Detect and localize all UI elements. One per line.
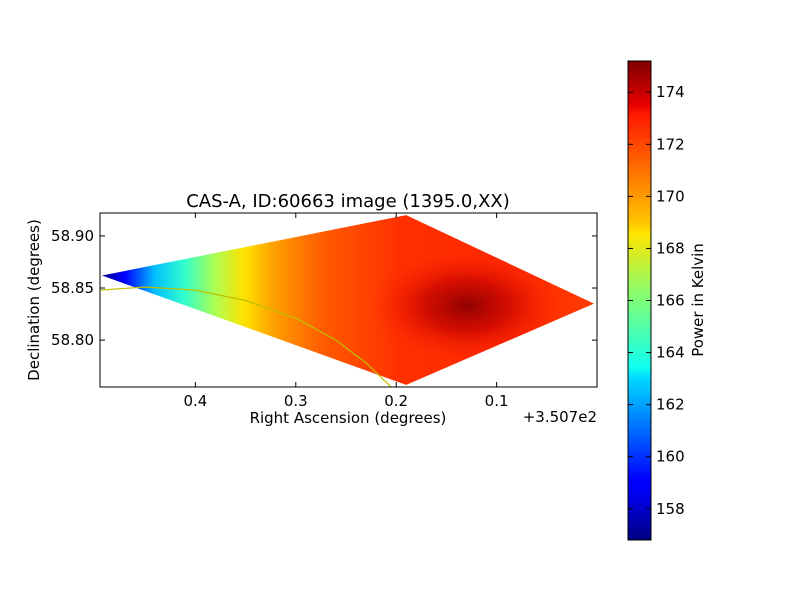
y-axis-label: Declination (degrees) (25, 219, 43, 381)
x-axis-offset: +3.507e2 (523, 408, 597, 426)
colorbar-tick-label: 168 (656, 239, 685, 257)
contour-line (100, 286, 392, 387)
x-tick-label: 0.2 (384, 392, 408, 410)
x-tick-label: 0.3 (284, 392, 308, 410)
colorbar-tick-label: 172 (656, 135, 685, 153)
colorbar-tick-label: 164 (656, 344, 685, 362)
x-tick-label: 0.1 (485, 392, 509, 410)
y-tick-label: 58.80 (51, 331, 94, 349)
y-axis-ticks: 58.90 58.85 58.80 (51, 227, 597, 349)
x-tick-label: 0.4 (183, 392, 207, 410)
chart-title: CAS-A, ID:60663 image (1395.0,XX) (186, 191, 510, 212)
colorbar-tick-label: 158 (656, 500, 685, 518)
heatmap-hot-spot (371, 250, 562, 361)
colorbar-tick-label: 162 (656, 396, 685, 414)
colorbar-tick-label: 166 (656, 292, 685, 310)
colorbar-ticks: 158 160 162 164 166 168 170 172 174 (628, 83, 685, 518)
plot-frame (99, 212, 598, 388)
colorbar-tick-label: 160 (656, 448, 685, 466)
x-axis-label: Right Ascension (degrees) (250, 409, 447, 427)
colorbar-tick-label: 174 (656, 83, 685, 101)
colorbar-tick-label: 170 (656, 187, 685, 205)
x-axis-ticks: 0.4 0.3 0.2 0.1 (183, 213, 509, 410)
y-tick-label: 58.90 (51, 227, 94, 245)
colorbar-label: Power in Kelvin (689, 243, 707, 357)
y-tick-label: 58.85 (51, 279, 94, 297)
